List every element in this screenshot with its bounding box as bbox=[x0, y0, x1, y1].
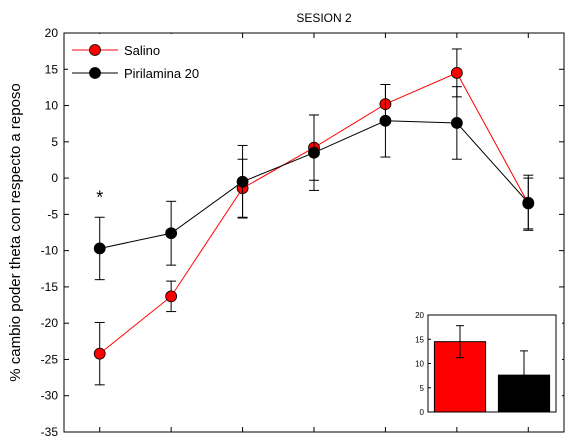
y-tick-label: -30 bbox=[41, 389, 59, 403]
inset-y-tick-label: 20 bbox=[415, 311, 424, 320]
data-point bbox=[93, 347, 106, 360]
y-tick-label: -20 bbox=[41, 316, 59, 330]
legend-marker bbox=[89, 67, 101, 79]
legend-marker bbox=[89, 44, 101, 56]
y-tick-label: -35 bbox=[41, 425, 59, 439]
data-point bbox=[450, 117, 463, 129]
y-tick-label: 15 bbox=[45, 62, 59, 76]
y-tick-label: 20 bbox=[45, 26, 59, 40]
y-tick-label: -5 bbox=[47, 207, 58, 221]
y-tick-label: 10 bbox=[45, 99, 59, 113]
data-point bbox=[165, 290, 178, 303]
inset-y-tick-label: 15 bbox=[415, 335, 424, 344]
chart-title: SESION 2 bbox=[296, 11, 352, 25]
y-axis-label: % cambio poder theta con respecto a repo… bbox=[7, 83, 24, 382]
y-tick-label: 0 bbox=[51, 171, 58, 185]
data-point bbox=[522, 196, 535, 209]
data-point bbox=[450, 67, 463, 79]
significance-marker: * bbox=[96, 187, 103, 207]
y-tick-label: -25 bbox=[41, 352, 59, 366]
legend-label: Salino bbox=[124, 43, 160, 58]
legend-label: Pirilamina 20 bbox=[124, 66, 199, 81]
inset-y-tick-label: 5 bbox=[420, 384, 425, 393]
inset-y-tick-label: 10 bbox=[415, 360, 424, 369]
y-tick-label: 5 bbox=[51, 135, 58, 149]
data-point bbox=[165, 227, 178, 240]
y-tick-label: -10 bbox=[41, 244, 59, 258]
inset-y-tick-label: 0 bbox=[420, 408, 425, 417]
data-point bbox=[93, 242, 106, 255]
data-point bbox=[379, 114, 392, 127]
data-point bbox=[236, 175, 249, 188]
y-tick-label: -15 bbox=[41, 280, 59, 294]
data-point bbox=[308, 146, 320, 159]
